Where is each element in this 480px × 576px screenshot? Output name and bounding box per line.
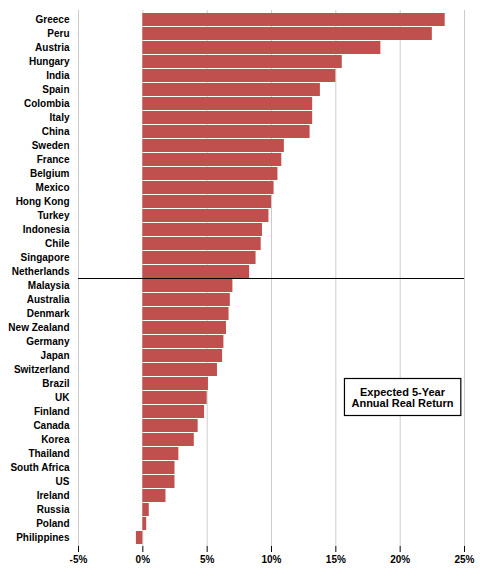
svg-text:Switzerland: Switzerland (14, 364, 70, 375)
svg-text:Philippines: Philippines (16, 532, 70, 543)
svg-text:China: China (42, 126, 70, 137)
svg-text:Italy: Italy (49, 112, 69, 123)
svg-text:Korea: Korea (41, 434, 70, 445)
svg-text:Hong Kong: Hong Kong (16, 196, 70, 207)
svg-text:15%: 15% (326, 554, 346, 565)
svg-text:10%: 10% (261, 554, 281, 565)
svg-text:Germany: Germany (26, 336, 70, 347)
svg-text:5%: 5% (200, 554, 215, 565)
svg-text:Brazil: Brazil (42, 378, 69, 389)
svg-text:Turkey: Turkey (37, 210, 69, 221)
svg-text:20%: 20% (390, 554, 410, 565)
svg-text:Peru: Peru (47, 28, 69, 39)
svg-text:Ireland: Ireland (37, 490, 70, 501)
svg-text:New Zealand: New Zealand (8, 322, 69, 333)
svg-text:Malaysia: Malaysia (28, 280, 70, 291)
svg-text:Russia: Russia (37, 504, 70, 515)
svg-text:Japan: Japan (41, 350, 70, 361)
svg-text:25%: 25% (454, 554, 474, 565)
svg-text:Colombia: Colombia (24, 98, 70, 109)
svg-text:Denmark: Denmark (27, 308, 70, 319)
svg-text:Chile: Chile (45, 238, 70, 249)
svg-text:UK: UK (55, 392, 70, 403)
svg-text:France: France (37, 154, 70, 165)
svg-text:Austria: Austria (35, 42, 70, 53)
svg-text:-5%: -5% (70, 554, 88, 565)
svg-text:Singapore: Singapore (21, 252, 70, 263)
svg-text:Spain: Spain (42, 84, 69, 95)
svg-text:Finland: Finland (34, 406, 70, 417)
svg-text:0%: 0% (136, 554, 151, 565)
svg-text:Thailand: Thailand (28, 448, 69, 459)
svg-text:US: US (56, 476, 70, 487)
svg-text:Poland: Poland (36, 518, 69, 529)
svg-text:Hungary: Hungary (29, 56, 70, 67)
svg-text:Netherlands: Netherlands (12, 266, 70, 277)
svg-text:Belgium: Belgium (30, 168, 70, 179)
svg-text:Mexico: Mexico (36, 182, 70, 193)
svg-text:Indonesia: Indonesia (23, 224, 70, 235)
svg-text:Greece: Greece (36, 14, 70, 25)
svg-text:Expected 5-YearAnnual Real Ret: Expected 5-YearAnnual Real Return (351, 386, 453, 409)
svg-text:Canada: Canada (33, 420, 70, 431)
svg-text:Sweden: Sweden (32, 140, 70, 151)
svg-text:Australia: Australia (27, 294, 70, 305)
svg-text:South Africa: South Africa (10, 462, 70, 473)
svg-text:India: India (46, 70, 70, 81)
